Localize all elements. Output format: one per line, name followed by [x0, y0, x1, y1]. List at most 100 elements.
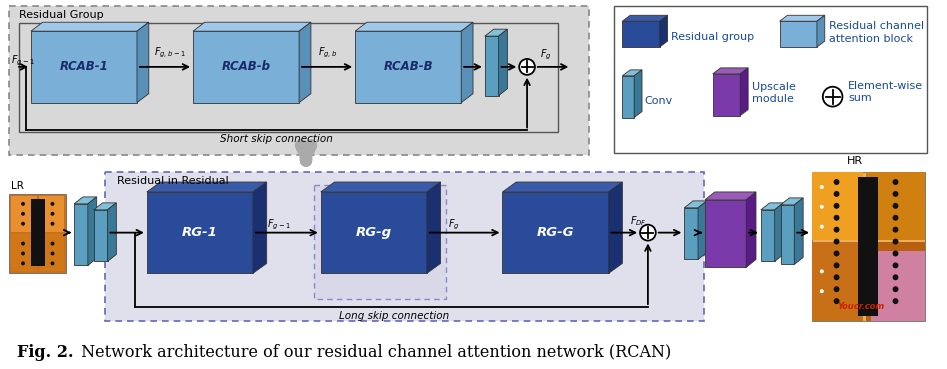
Polygon shape — [427, 182, 440, 273]
Circle shape — [833, 298, 839, 304]
Circle shape — [833, 203, 839, 209]
Circle shape — [21, 252, 25, 255]
Circle shape — [893, 215, 899, 221]
Text: Element-wise: Element-wise — [849, 81, 923, 91]
Polygon shape — [705, 192, 756, 200]
Polygon shape — [780, 205, 795, 265]
Polygon shape — [355, 22, 473, 31]
Text: $F_g$: $F_g$ — [540, 47, 551, 62]
Polygon shape — [713, 74, 741, 115]
Circle shape — [640, 225, 655, 241]
Polygon shape — [780, 198, 803, 205]
Text: RG-1: RG-1 — [182, 226, 218, 239]
Polygon shape — [193, 31, 299, 103]
Circle shape — [833, 239, 839, 245]
Polygon shape — [779, 21, 817, 47]
Text: $F_g$: $F_g$ — [449, 218, 460, 232]
Polygon shape — [88, 197, 97, 265]
Text: RCAB-1: RCAB-1 — [60, 61, 108, 73]
FancyBboxPatch shape — [9, 6, 589, 155]
Text: Residual channel: Residual channel — [829, 21, 924, 31]
Circle shape — [50, 202, 54, 206]
Circle shape — [823, 87, 843, 107]
Circle shape — [50, 212, 54, 216]
Text: Fig. 2.: Fig. 2. — [17, 344, 74, 361]
Text: $F_{g,b-1}$: $F_{g,b-1}$ — [153, 45, 186, 60]
Circle shape — [833, 191, 839, 197]
Polygon shape — [503, 192, 609, 273]
Polygon shape — [74, 197, 97, 204]
Polygon shape — [741, 68, 748, 115]
Polygon shape — [253, 182, 267, 273]
Circle shape — [833, 179, 839, 185]
Text: HR: HR — [848, 156, 864, 166]
Circle shape — [50, 242, 54, 245]
Polygon shape — [39, 196, 64, 232]
Polygon shape — [94, 210, 108, 261]
Circle shape — [833, 274, 839, 280]
Polygon shape — [137, 22, 149, 103]
Polygon shape — [498, 29, 508, 96]
Circle shape — [21, 242, 25, 245]
Text: RCAB-b: RCAB-b — [222, 61, 271, 73]
Polygon shape — [685, 208, 698, 259]
Polygon shape — [321, 192, 427, 273]
Polygon shape — [685, 201, 706, 208]
Text: Residual in Residual: Residual in Residual — [117, 176, 229, 186]
Polygon shape — [31, 22, 149, 31]
Polygon shape — [622, 21, 660, 47]
Polygon shape — [713, 68, 748, 74]
Circle shape — [50, 261, 54, 265]
Circle shape — [820, 269, 824, 273]
Circle shape — [21, 202, 25, 206]
Polygon shape — [485, 29, 508, 36]
Text: LR: LR — [11, 181, 24, 191]
Text: Long skip connection: Long skip connection — [339, 311, 450, 321]
Polygon shape — [609, 182, 622, 273]
Polygon shape — [760, 210, 775, 261]
Circle shape — [820, 225, 824, 229]
Text: RG-G: RG-G — [537, 226, 574, 239]
Bar — [871, 252, 925, 321]
Text: $F_{g-1}$: $F_{g-1}$ — [11, 54, 35, 68]
Circle shape — [519, 59, 535, 75]
Circle shape — [50, 252, 54, 255]
Polygon shape — [795, 198, 803, 265]
Circle shape — [893, 298, 899, 304]
Polygon shape — [74, 204, 88, 265]
Text: $F_{g-1}$: $F_{g-1}$ — [267, 218, 291, 232]
Polygon shape — [355, 31, 461, 103]
Text: $F_{g,b}$: $F_{g,b}$ — [318, 45, 337, 60]
Polygon shape — [660, 15, 668, 47]
Circle shape — [893, 262, 899, 268]
Polygon shape — [193, 22, 311, 31]
Polygon shape — [705, 200, 746, 268]
Bar — [858, 177, 878, 316]
Polygon shape — [622, 70, 642, 76]
Text: attention block: attention block — [829, 34, 913, 44]
Bar — [31, 199, 45, 266]
Polygon shape — [812, 172, 863, 239]
Circle shape — [893, 227, 899, 232]
Circle shape — [893, 286, 899, 292]
Polygon shape — [817, 15, 825, 47]
Circle shape — [893, 274, 899, 280]
Circle shape — [833, 262, 839, 268]
Polygon shape — [698, 201, 706, 259]
FancyBboxPatch shape — [615, 6, 927, 153]
Text: RG-g: RG-g — [356, 226, 392, 239]
Circle shape — [893, 203, 899, 209]
Circle shape — [820, 205, 824, 209]
Text: Short skip connection: Short skip connection — [220, 134, 333, 144]
Polygon shape — [485, 36, 498, 96]
Polygon shape — [94, 203, 116, 210]
Polygon shape — [760, 203, 783, 210]
Text: Upscale: Upscale — [752, 82, 795, 92]
Circle shape — [893, 251, 899, 256]
Polygon shape — [746, 192, 756, 268]
Circle shape — [820, 289, 824, 293]
Polygon shape — [321, 182, 440, 192]
Polygon shape — [634, 70, 642, 117]
Polygon shape — [31, 31, 137, 103]
FancyBboxPatch shape — [19, 23, 558, 132]
